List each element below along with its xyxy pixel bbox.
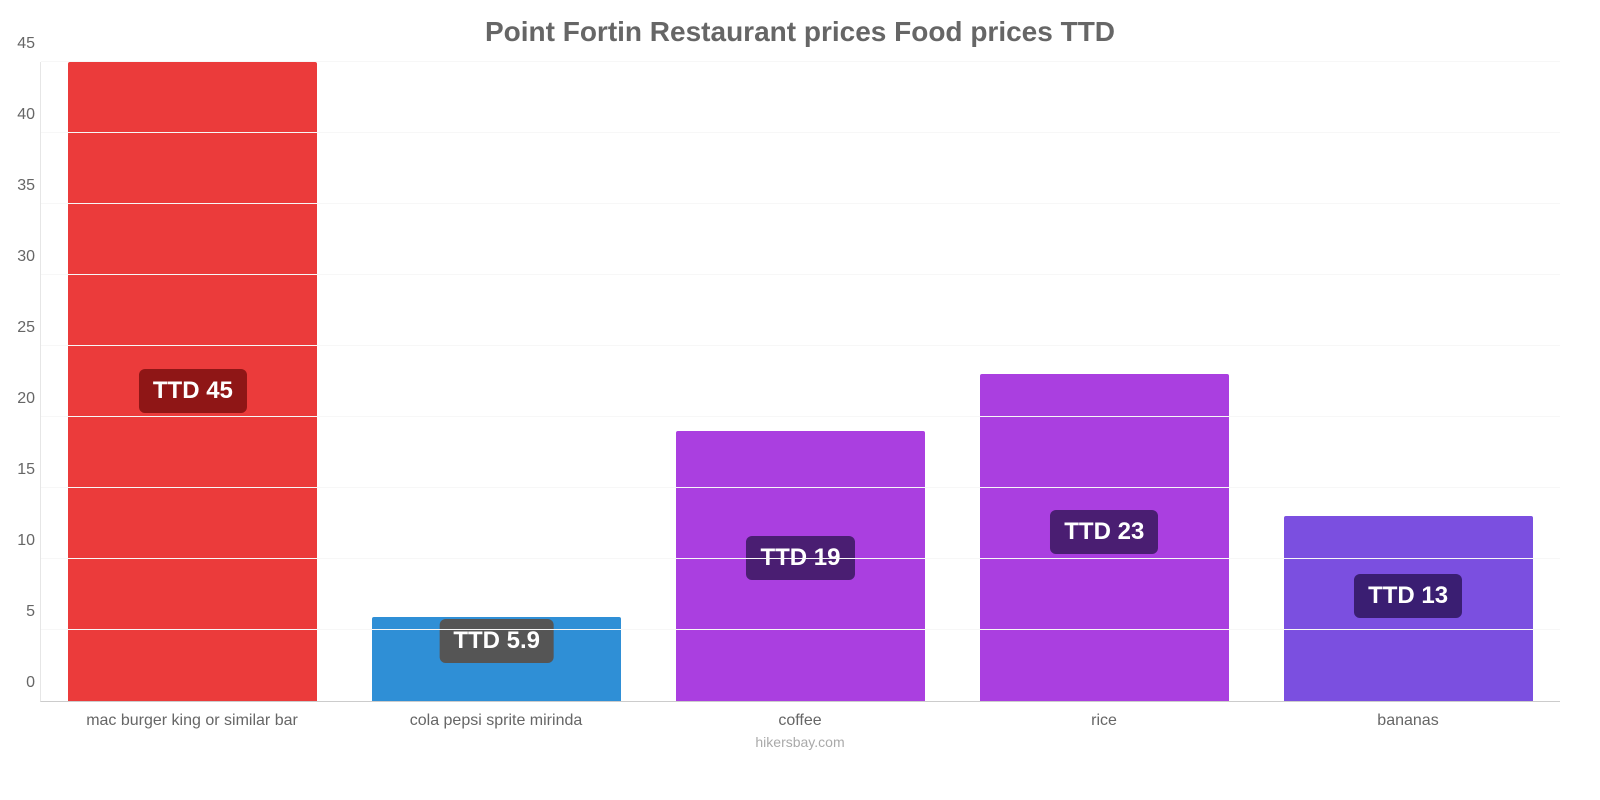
x-tick-label: coffee [648,712,952,730]
y-tick-label: 40 [0,106,35,124]
x-tick-label: bananas [1256,712,1560,730]
gridline [41,132,1560,133]
chart-title: Point Fortin Restaurant prices Food pric… [40,10,1560,62]
gridline [41,629,1560,630]
plot-area: TTD 45TTD 5.9TTD 19TTD 23TTD 13 05101520… [40,62,1560,702]
gridline [41,416,1560,417]
bar-slot: TTD 23 [952,62,1256,701]
bar-value-label: TTD 5.9 [439,619,554,663]
gridline [41,558,1560,559]
bar: TTD 13 [1284,516,1533,701]
gridline [41,345,1560,346]
y-tick-label: 35 [0,177,35,195]
gridline [41,203,1560,204]
x-tick-label: rice [952,712,1256,730]
y-tick-label: 0 [0,674,35,692]
y-tick-label: 15 [0,461,35,479]
bars-container: TTD 45 TTD 5.9 TTD 19 TTD 23 TTD 13 [41,62,1560,701]
y-tick-label: 25 [0,319,35,337]
bar-value-label: TTD 13 [1354,574,1462,618]
bar: TTD 19 [676,431,925,701]
y-tick-label: 5 [0,603,35,621]
bar-slot: TTD 45 [41,62,345,701]
bar-slot: TTD 13 [1256,62,1560,701]
gridline [41,487,1560,488]
x-tick-label: mac burger king or similar bar [40,712,344,730]
price-bar-chart: Point Fortin Restaurant prices Food pric… [0,0,1600,800]
bar-value-label: TTD 23 [1050,510,1158,554]
chart-footer: hikersbay.com [40,734,1560,750]
x-tick-label: cola pepsi sprite mirinda [344,712,648,730]
y-tick-label: 20 [0,390,35,408]
x-axis-labels: mac burger king or similar barcola pepsi… [40,712,1560,730]
y-tick-label: 30 [0,248,35,266]
bar: TTD 45 [68,62,317,701]
bar-slot: TTD 5.9 [345,62,649,701]
y-tick-label: 45 [0,35,35,53]
gridline [41,61,1560,62]
bar: TTD 23 [980,374,1229,701]
bar-value-label: TTD 45 [139,369,247,413]
bar-slot: TTD 19 [649,62,953,701]
gridline [41,274,1560,275]
y-tick-label: 10 [0,532,35,550]
